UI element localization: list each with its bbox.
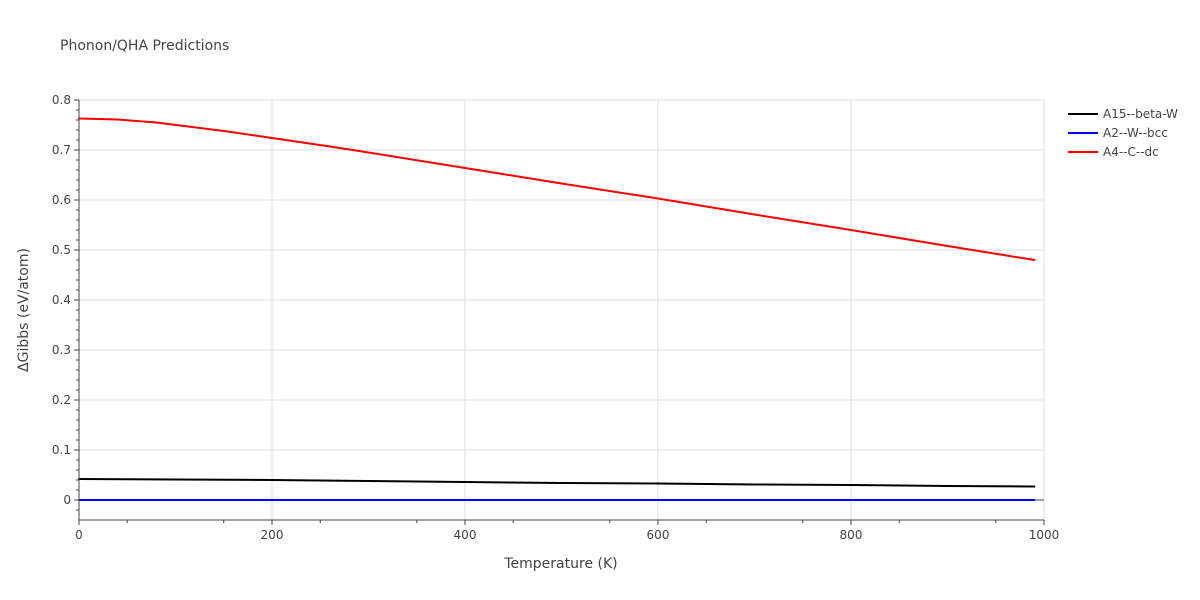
y-tick-label: 0.3 [52, 343, 71, 357]
grid-layer [79, 99, 1045, 520]
y-tick-label: 0.7 [52, 143, 71, 157]
legend-item[interactable]: A2--W--bcc [1068, 126, 1168, 140]
legend-label: A15--beta-W [1103, 107, 1178, 121]
axes-layer [78, 100, 1044, 521]
y-tick-label: 0.6 [52, 193, 71, 207]
y-tick-label: 0.5 [52, 243, 71, 257]
y-tick-label: 0 [63, 493, 71, 507]
legend-item[interactable]: A4--C--dc [1068, 145, 1159, 159]
x-tick-label: 600 [647, 528, 670, 542]
y-tick-label: 0.2 [52, 393, 71, 407]
y-tick-label: 0.8 [52, 93, 71, 107]
series-line-a4-c-dc [78, 117, 1036, 261]
y-tick-label: 0.1 [52, 443, 71, 457]
x-tick-label: 1000 [1029, 528, 1060, 542]
x-tick-label: 0 [75, 528, 83, 542]
series-layer [78, 117, 1036, 501]
y-tick-label: 0.4 [52, 293, 71, 307]
x-tick-label: 400 [454, 528, 477, 542]
x-axis-title: Temperature (K) [503, 556, 617, 572]
y-axis-title: ΔGibbs (eV/atom) [16, 248, 32, 372]
legend: A15--beta-W A2--W--bcc A4--C--dc [1068, 107, 1178, 159]
legend-item[interactable]: A15--beta-W [1068, 107, 1178, 121]
series-line-a15-beta-w [78, 478, 1036, 488]
ticks-layer: 0 200 400 600 800 1000 0 0.1 0.2 0.3 0.4 0.5 0.6 0.7 0… [52, 93, 1059, 542]
x-tick-label: 800 [840, 528, 863, 542]
chart-title: Phonon/QHA Predictions [60, 38, 229, 54]
x-tick-label: 200 [261, 528, 284, 542]
legend-label: A4--C--dc [1103, 145, 1159, 159]
legend-label: A2--W--bcc [1103, 126, 1168, 140]
